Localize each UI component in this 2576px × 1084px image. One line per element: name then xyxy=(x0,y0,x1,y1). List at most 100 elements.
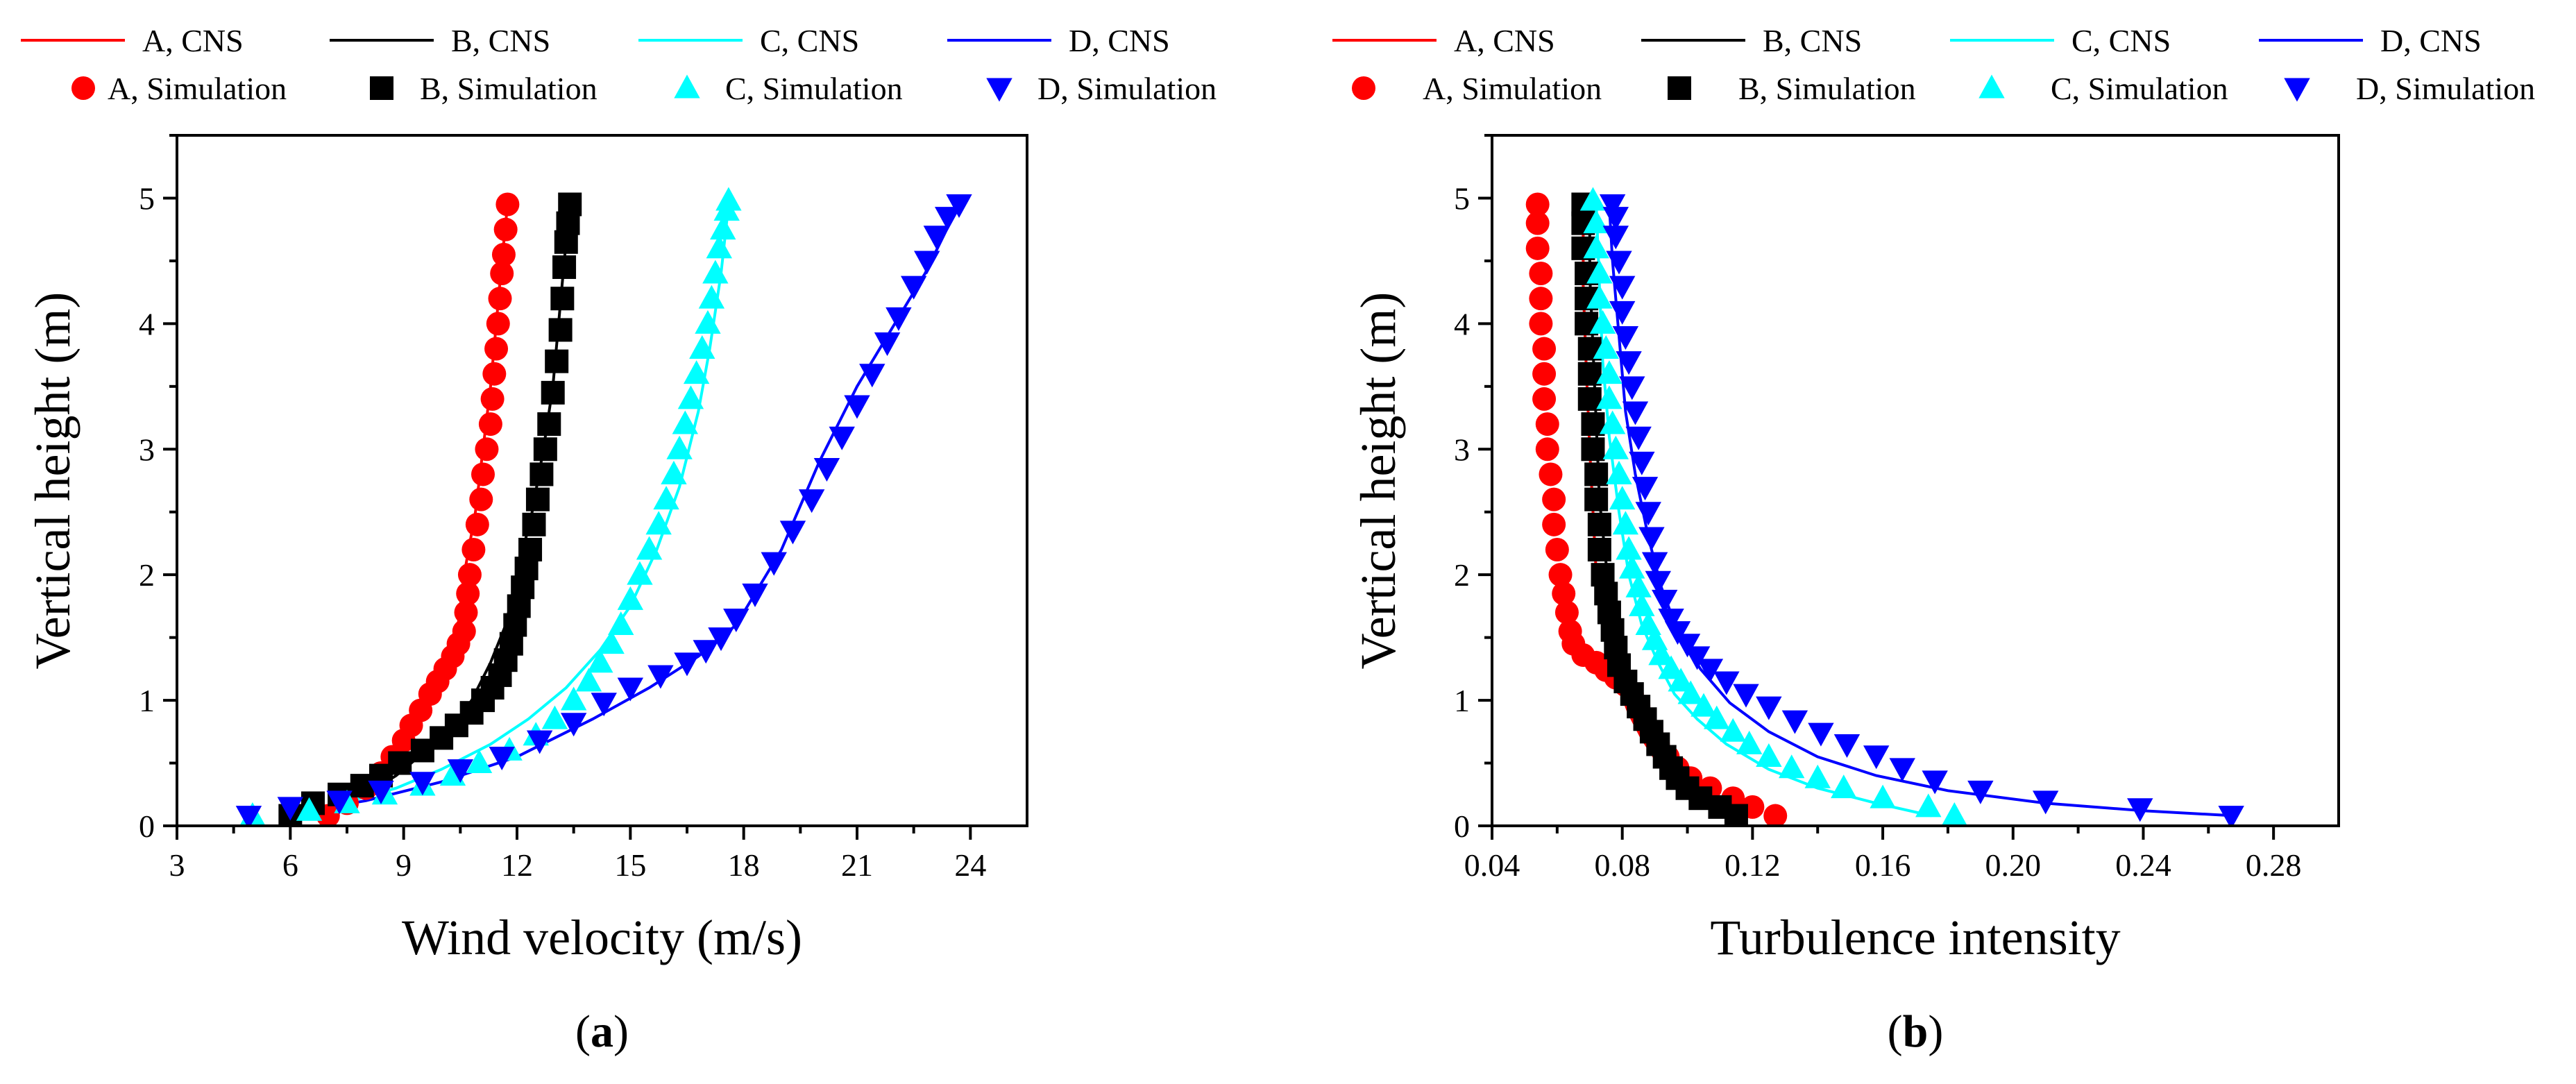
legend-marker-swatch xyxy=(1978,74,2005,99)
data-point xyxy=(482,362,507,386)
data-point xyxy=(1638,527,1665,551)
legend-label: A, CNS xyxy=(1454,23,1555,58)
data-point xyxy=(296,797,323,821)
data-point xyxy=(829,426,855,450)
data-point xyxy=(1677,680,1704,704)
data-point xyxy=(674,652,700,677)
data-point xyxy=(1586,260,1613,284)
data-point xyxy=(1863,745,1890,770)
data-point xyxy=(326,790,353,815)
legend-label: C, Simulation xyxy=(725,71,903,106)
data-point xyxy=(1552,582,1576,606)
data-point xyxy=(1648,641,1675,666)
data-point xyxy=(1616,536,1642,560)
legend: A, CNS B, CNS C, CNS D, CNS A, Simulation B, … xyxy=(1332,23,2535,106)
data-point xyxy=(1756,743,1782,767)
data-point xyxy=(1609,486,1636,510)
legend-label: B, CNS xyxy=(451,23,550,58)
data-point xyxy=(471,462,495,486)
data-point xyxy=(779,520,806,545)
data-point xyxy=(923,226,950,250)
data-point xyxy=(900,276,927,300)
data-point xyxy=(608,611,634,635)
data-point xyxy=(617,677,644,702)
plot-area xyxy=(1525,187,2244,826)
data-point xyxy=(1804,764,1831,788)
data-point xyxy=(1831,774,1857,799)
y-tick-label: 2 xyxy=(139,557,155,593)
data-point xyxy=(2032,790,2059,815)
data-point xyxy=(695,310,721,334)
data-point xyxy=(1596,360,1622,384)
data-point xyxy=(1833,734,1861,758)
data-point xyxy=(1529,287,1553,311)
data-point xyxy=(1889,758,1915,782)
data-point xyxy=(706,235,732,259)
data-point xyxy=(1625,573,1652,598)
data-point xyxy=(1645,570,1672,595)
data-point xyxy=(235,806,262,826)
legend-label: B, CNS xyxy=(1763,23,1862,58)
data-point xyxy=(661,460,687,484)
data-point xyxy=(1915,793,1942,818)
data-point xyxy=(1525,236,1550,260)
data-point xyxy=(844,395,870,419)
series-markers-7 xyxy=(235,194,972,826)
data-point xyxy=(560,686,587,711)
chart-panel-b: 0.04 0.08 0.12 0.16 0.20 0.24 0.28 0 1 2 3 4 5 Turbul… xyxy=(1332,23,2535,1057)
data-point xyxy=(525,487,550,511)
data-point xyxy=(1529,262,1553,285)
series-markers-6 xyxy=(1579,187,1968,826)
series-line-3 xyxy=(289,203,960,815)
data-point xyxy=(1587,512,1611,536)
data-point xyxy=(1532,337,1557,361)
legend: A, CNS B, CNS C, CNS D, CNS A, Simulation B, … xyxy=(21,23,1217,106)
data-point xyxy=(537,412,561,437)
data-point xyxy=(526,730,553,754)
data-point xyxy=(683,360,710,384)
data-point xyxy=(552,255,577,279)
data-point xyxy=(1525,192,1550,217)
legend-label: A, CNS xyxy=(142,23,244,58)
data-point xyxy=(1756,696,1782,720)
x-tick-label: 3 xyxy=(169,847,185,883)
data-point xyxy=(1658,655,1684,679)
data-point xyxy=(710,216,736,240)
data-point xyxy=(480,387,505,411)
data-point xyxy=(813,457,840,482)
data-point xyxy=(452,619,476,643)
data-point xyxy=(1606,251,1632,275)
data-point xyxy=(1632,477,1659,501)
data-point xyxy=(1579,187,1607,211)
data-point xyxy=(591,693,617,717)
x-tick-label: 15 xyxy=(614,847,646,883)
data-point xyxy=(541,380,565,405)
data-point xyxy=(598,630,625,654)
data-point xyxy=(1668,668,1694,692)
data-point xyxy=(1583,210,1609,234)
data-point xyxy=(1554,600,1579,625)
y-tick-label: 0 xyxy=(139,808,155,844)
legend-marker-swatch xyxy=(1352,76,1375,100)
legend-label: D, Simulation xyxy=(1037,71,1217,106)
legend-marker-swatch xyxy=(71,76,95,100)
data-point xyxy=(1781,710,1808,734)
data-point xyxy=(518,538,543,561)
y-axis-title: Vertical height (m) xyxy=(1350,292,1406,670)
data-point xyxy=(1584,487,1609,511)
data-point xyxy=(761,552,787,576)
legend-label: D, CNS xyxy=(2380,23,2482,58)
data-point xyxy=(1690,693,1717,717)
data-point xyxy=(636,536,663,560)
plot-area xyxy=(235,187,972,826)
data-point xyxy=(1589,310,1616,334)
data-point xyxy=(1602,226,1629,250)
data-point xyxy=(672,410,698,434)
data-point xyxy=(1591,563,1615,587)
data-point xyxy=(1635,611,1661,635)
data-point xyxy=(1684,646,1711,670)
data-point xyxy=(859,364,886,388)
data-point xyxy=(666,435,693,459)
